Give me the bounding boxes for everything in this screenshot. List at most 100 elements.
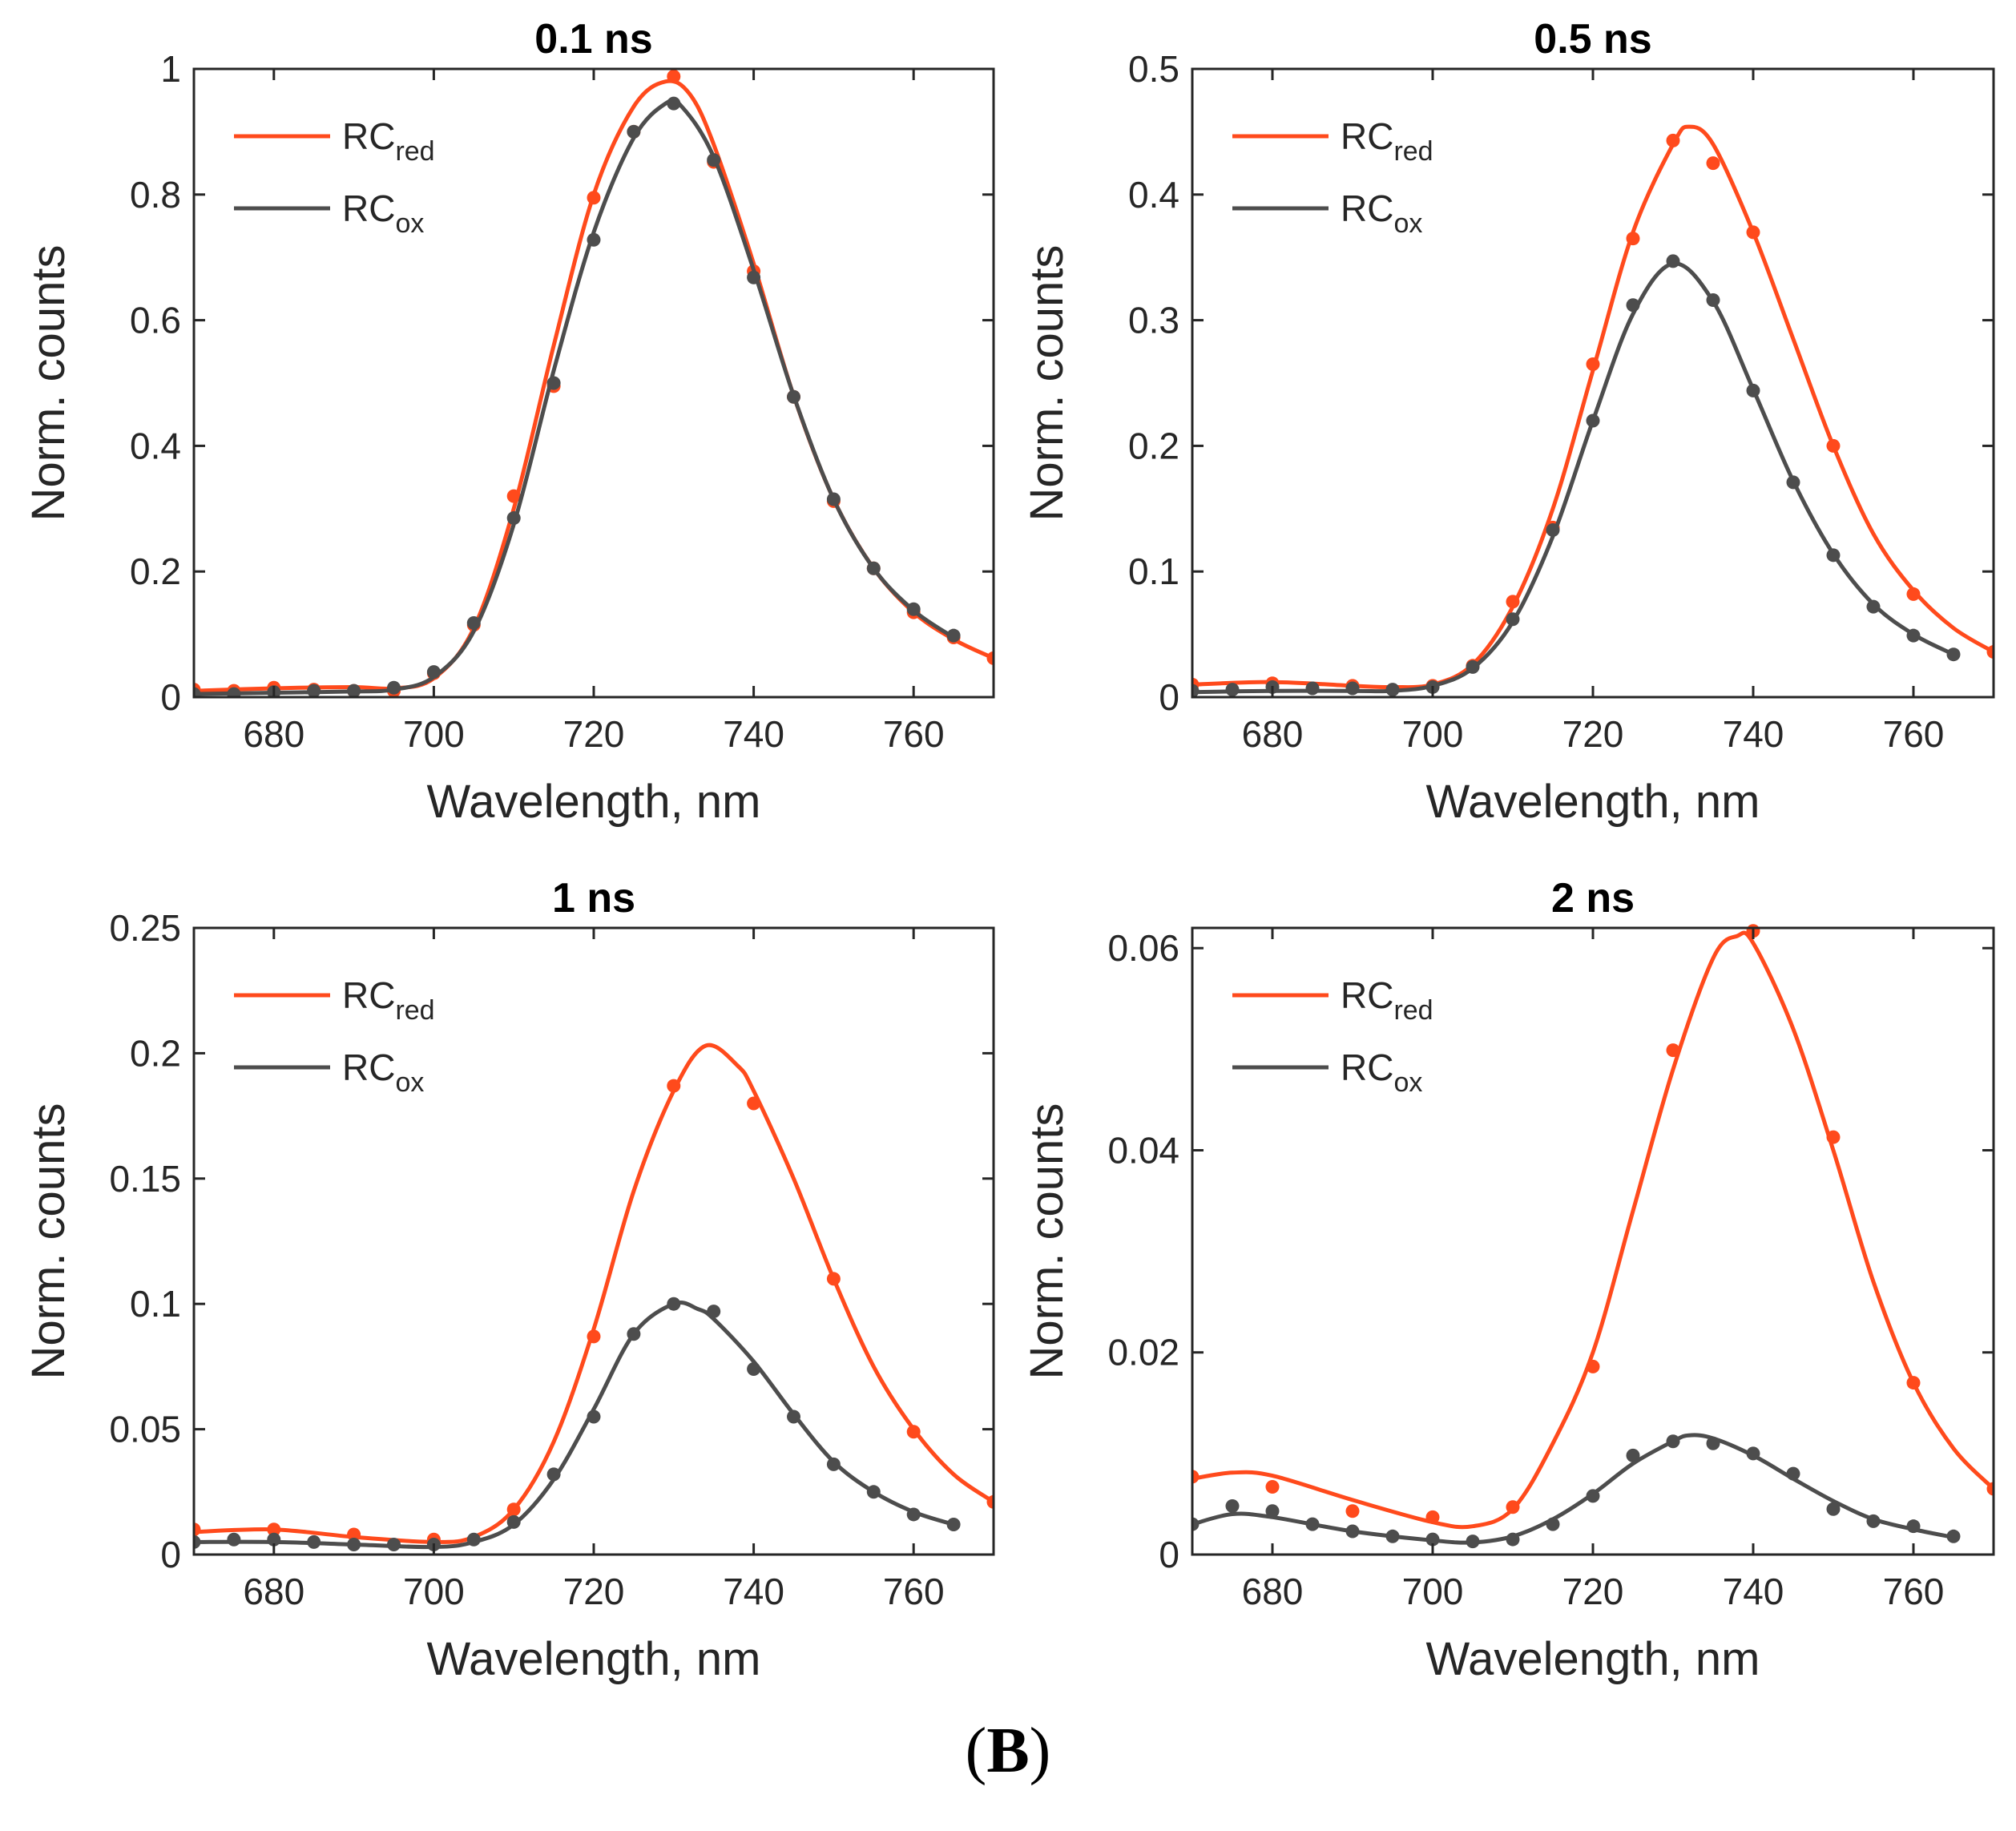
data-point-red [1586,1359,1600,1373]
data-point-red [1706,156,1720,171]
plot-area [1192,124,1994,697]
legend-label-main: RC [342,1047,395,1088]
data-point-red [906,1425,921,1439]
legend-label-subscript: ox [395,1067,424,1098]
axes-box [1191,926,1995,1556]
legend-label-subscript: ox [395,208,424,239]
x-axis-label: Wavelength, nm [1426,776,1760,828]
data-point-ox [426,665,441,680]
series-line-red [1192,930,1994,1530]
y-tick-label: 0 [160,1534,181,1575]
data-point-ox [1192,1517,1200,1531]
y-tick-label: 0.4 [130,425,181,466]
data-point-ox [466,615,481,630]
x-tick-label: 680 [243,1571,304,1612]
data-point-ox [866,1485,881,1499]
data-point-ox [1666,1434,1680,1449]
y-axis-label: Norm. counts [1021,1103,1073,1380]
series-line-red [194,1043,994,1544]
data-point-ox [1746,383,1760,397]
data-point-ox [1305,1517,1320,1531]
figure-label-close: ) [1029,1716,1051,1786]
legend-label-subscript: red [395,136,434,167]
x-axis-label: Wavelength, nm [1426,1633,1760,1685]
y-tick-label: 0.05 [109,1409,181,1450]
x-tick-label: 720 [1562,713,1624,755]
data-point-ox [1946,647,1961,662]
x-tick-label: 680 [1242,713,1304,755]
data-point-red [1265,1479,1280,1494]
data-point-ox [1385,1529,1400,1543]
data-point-red [587,191,601,205]
chart-panel-4: 680 700 720 740 760 0 0.02 0.04 0.06 2 ns Waveleng… [1021,875,1995,1685]
data-point-red [1586,357,1600,371]
legend-label-main: RC [1341,188,1393,229]
chart-title: 2 ns [1551,875,1635,922]
data-point-ox [747,270,761,284]
data-point-ox [506,511,521,526]
data-point-ox [1746,1446,1760,1461]
legend-label-main: RC [342,188,395,229]
data-point-ox [1586,413,1600,428]
data-point-ox [587,1410,601,1424]
x-tick-label: 760 [883,1571,945,1612]
data-point-red [986,1494,994,1509]
y-tick-label: 0 [1159,676,1179,718]
chart-panel-1: 680 700 720 740 760 0 0.2 0.4 0.6 0.8 1 0.1 ns Wavel… [22,16,995,828]
plot-area [1192,924,1994,1549]
data-point-ox [227,1532,241,1547]
y-tick-label: 0.02 [1107,1332,1179,1373]
data-point-ox [1906,628,1921,643]
series-line-ox [1192,1433,1954,1545]
chart-title: 0.5 ns [1534,16,1651,63]
data-point-red [1986,1482,1994,1496]
axes-box [192,926,995,1556]
data-point-red [747,1096,761,1111]
data-point-ox [347,1537,361,1551]
data-point-red [1666,133,1680,147]
y-tick-label: 0.8 [130,174,181,216]
y-tick-label: 0.15 [109,1158,181,1200]
data-point-red [347,1527,361,1542]
y-axis-label: Norm. counts [1021,245,1073,522]
series-line-ox [194,1301,954,1550]
data-point-ox [787,1410,800,1424]
series-line-ox [1192,261,1955,695]
x-tick-label: 740 [723,1571,784,1612]
data-point-ox [906,1507,921,1522]
data-point-ox [267,1532,281,1547]
data-point-ox [466,1532,481,1547]
x-tick-label: 680 [243,713,304,755]
series-line-ox [194,97,955,696]
data-point-ox [1786,475,1800,490]
data-point-ox [1506,1532,1520,1547]
data-point-ox [1786,1466,1800,1481]
data-point-ox [506,1514,521,1529]
legend-label-red: RCred [342,974,435,1026]
data-point-red [667,1079,681,1093]
legend-label-subscript: ox [1393,1067,1422,1098]
data-point-ox [1866,1514,1881,1528]
data-point-red [1192,1470,1200,1484]
y-tick-label: 0.6 [130,300,181,341]
data-point-ox [1826,548,1841,563]
data-point-ox [1466,1535,1480,1549]
x-tick-label: 720 [563,713,625,755]
data-point-red [1826,438,1841,453]
data-point-ox [627,124,641,139]
x-tick-label: 760 [883,713,945,755]
y-axis-label: Norm. counts [22,245,75,522]
data-point-ox [1546,1517,1560,1531]
data-point-ox [1345,1524,1360,1539]
data-point-red [1425,1510,1440,1524]
data-point-ox [1192,684,1200,697]
data-point-ox [1626,298,1640,313]
legend-label-red: RCred [1341,115,1433,167]
data-point-ox [826,1457,841,1471]
x-tick-label: 700 [403,713,465,755]
data-point-red [986,651,994,665]
y-tick-label: 0.4 [1128,174,1179,216]
data-point-ox [546,1467,561,1482]
